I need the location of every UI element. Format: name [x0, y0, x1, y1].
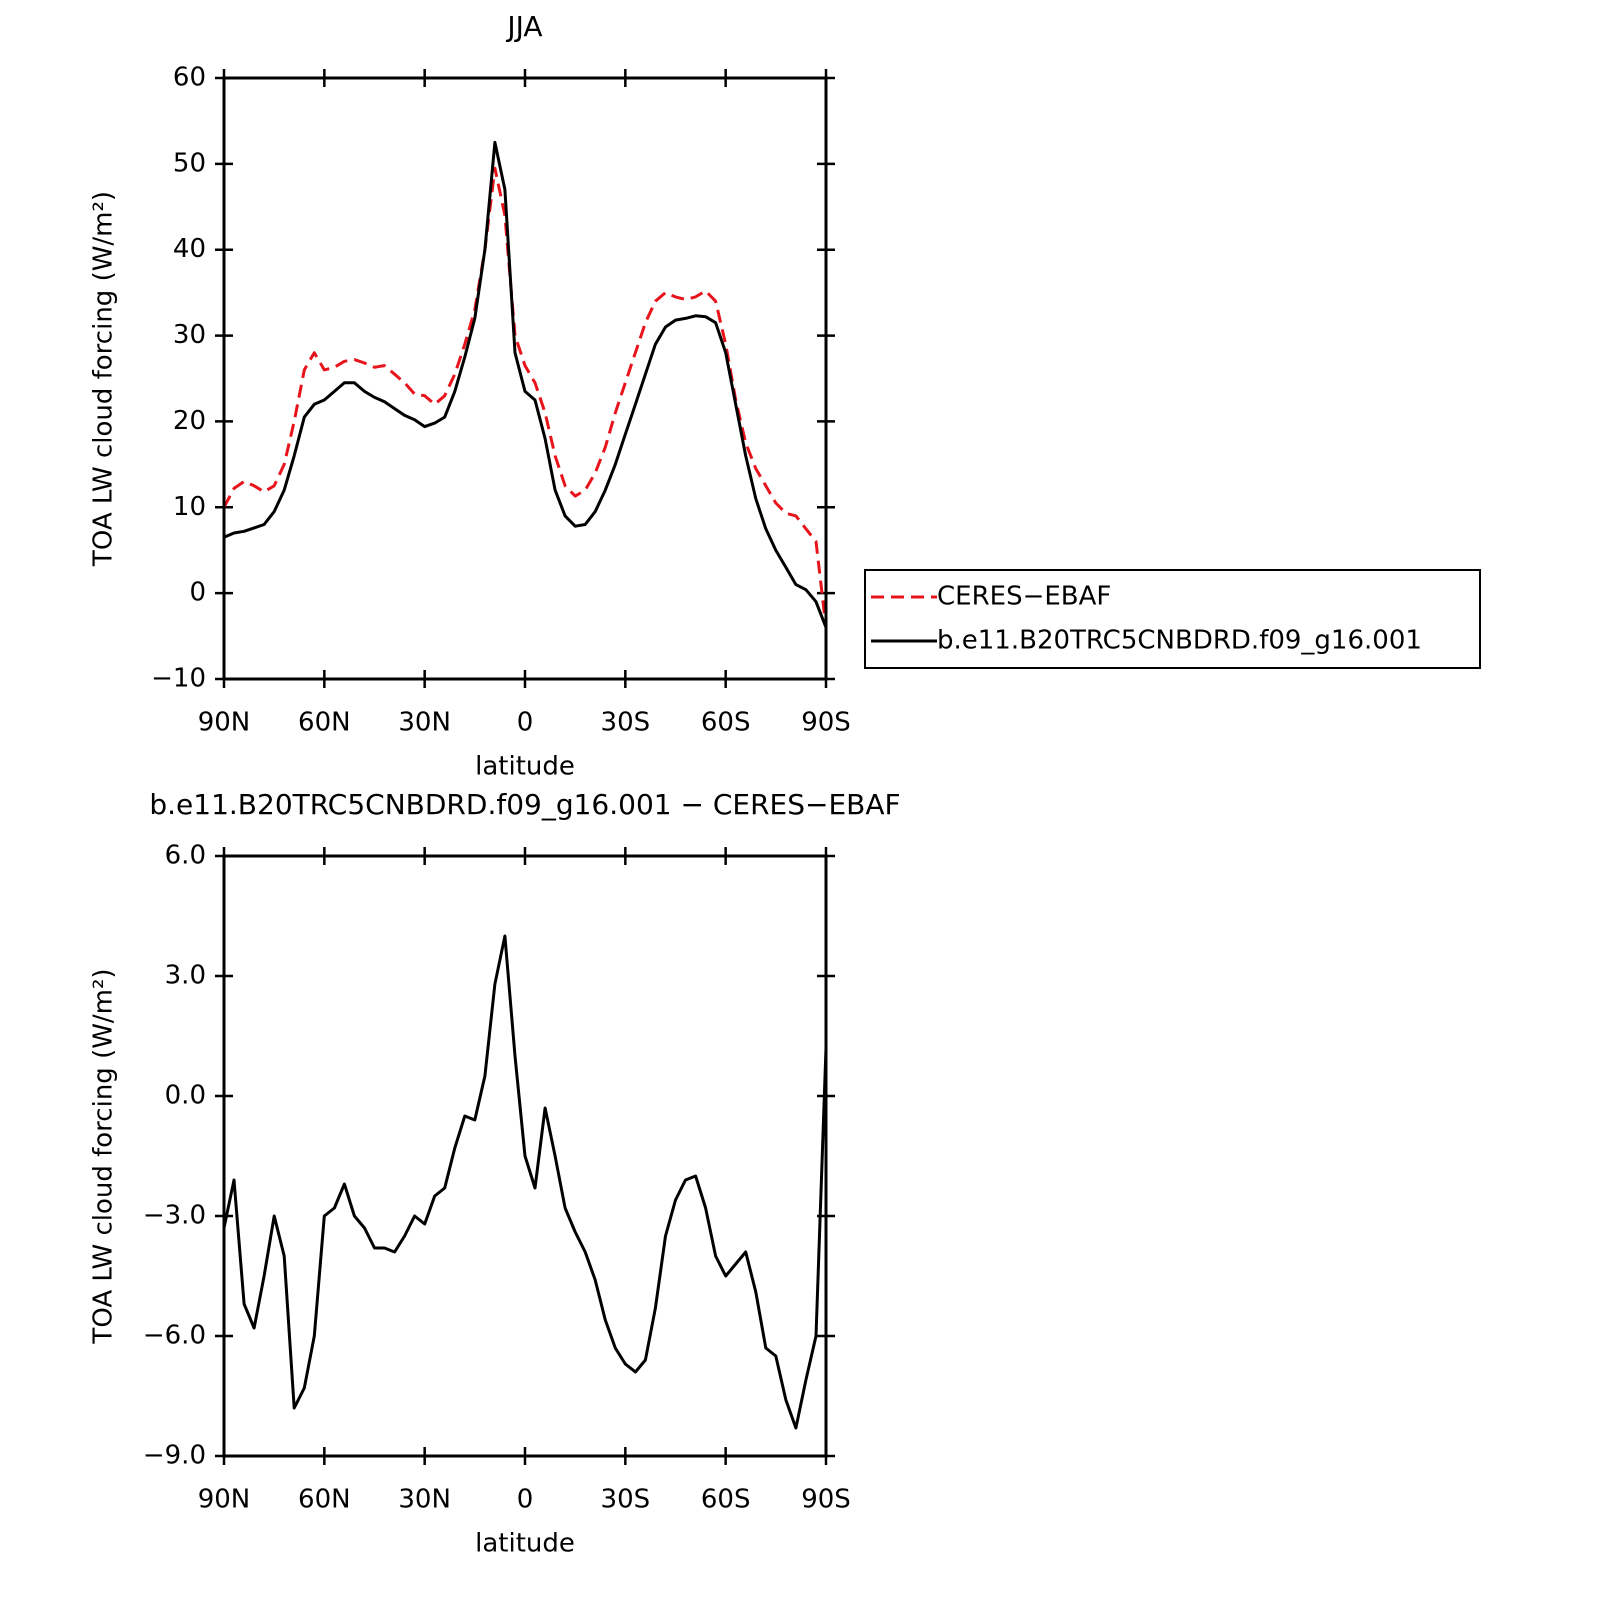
data-line	[223, 140, 828, 629]
x-tick-label: 90N	[198, 708, 251, 738]
y-axis-label: TOA LW cloud forcing (W/m²)	[89, 968, 119, 1344]
legend-label: CERES−EBAF	[937, 582, 1111, 612]
y-tick-label: 0	[189, 578, 206, 608]
x-tick-label: 90S	[801, 708, 851, 738]
x-tick-label: 60S	[701, 708, 751, 738]
y-tick-label: 0.0	[165, 1081, 206, 1111]
y-tick-label: 50	[173, 148, 206, 178]
legend-label: b.e11.B20TRC5CNBDRD.f09_g16.001	[937, 626, 1422, 656]
y-tick-label: −6.0	[143, 1321, 206, 1351]
y-axis-label: TOA LW cloud forcing (W/m²)	[89, 191, 119, 567]
plot-frame	[222, 76, 828, 681]
x-tick-label: 60S	[701, 1485, 751, 1515]
x-tick-label: 30N	[398, 708, 451, 738]
x-tick-label: 90S	[801, 1485, 851, 1515]
x-tick-label: 0	[517, 1485, 534, 1515]
y-tick-label: −3.0	[143, 1201, 206, 1231]
y-tick-label: 30	[173, 320, 206, 350]
x-axis-label: latitude	[475, 1529, 575, 1559]
x-tick-label: 30N	[398, 1485, 451, 1515]
data-line	[222, 166, 828, 628]
x-tick-label: 60N	[298, 1485, 351, 1515]
y-tick-label: −10	[151, 664, 206, 694]
x-tick-label: 60N	[298, 708, 351, 738]
x-tick-label: 30S	[601, 1485, 651, 1515]
x-tick-label: 0	[517, 708, 534, 738]
x-tick-label: 30S	[601, 708, 651, 738]
y-tick-label: 60	[173, 63, 206, 93]
x-tick-label: 90N	[198, 1485, 251, 1515]
y-tick-label: −9.0	[143, 1441, 206, 1471]
legend-box	[864, 569, 1481, 669]
data-line	[222, 934, 828, 1430]
y-tick-label: 40	[173, 234, 206, 264]
y-tick-label: 3.0	[165, 961, 206, 991]
chart-title: JJA	[505, 10, 542, 43]
y-tick-label: 10	[173, 492, 206, 522]
y-tick-label: 6.0	[165, 841, 206, 871]
plot-frame	[222, 854, 828, 1458]
chart-title: b.e11.B20TRC5CNBDRD.f09_g16.001 − CERES−…	[149, 788, 900, 821]
y-tick-label: 20	[173, 406, 206, 436]
x-axis-label: latitude	[475, 752, 575, 782]
